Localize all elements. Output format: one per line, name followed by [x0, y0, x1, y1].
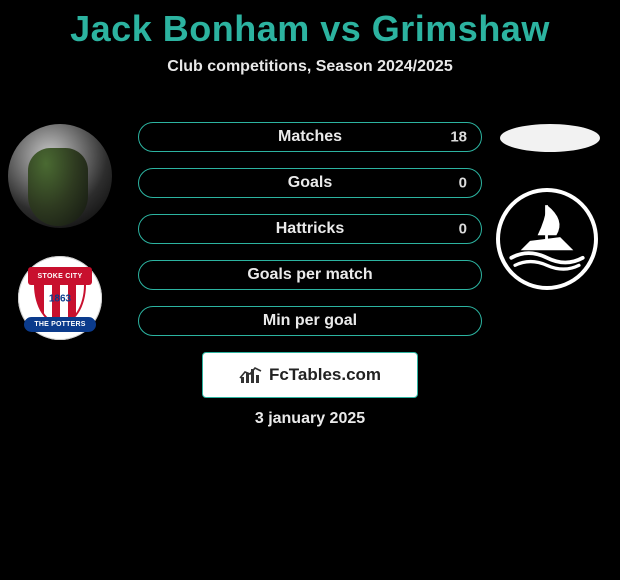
stat-label: Min per goal — [263, 312, 357, 330]
stat-label: Hattricks — [276, 220, 344, 238]
stat-value-right: 18 — [450, 129, 467, 146]
stat-row: Goals 0 — [138, 168, 482, 198]
stats-container: Matches 18 Goals 0 Hattricks 0 Goals per… — [138, 122, 482, 352]
stat-value-right: 0 — [459, 175, 467, 192]
badge-top-text: STOKE CITY — [28, 267, 92, 285]
left-club-badge: STOKE CITY 1863 THE POTTERS — [18, 256, 102, 340]
date-line: 3 january 2025 — [0, 410, 620, 428]
stat-row: Min per goal — [138, 306, 482, 336]
season-subtitle: Club competitions, Season 2024/2025 — [0, 58, 620, 76]
stat-row: Goals per match — [138, 260, 482, 290]
right-club-badge — [496, 188, 598, 290]
badge-bottom-text: THE POTTERS — [24, 317, 96, 332]
right-player-column — [496, 124, 608, 290]
stat-label: Matches — [278, 128, 342, 146]
stat-label: Goals — [288, 174, 332, 192]
brand-text: FcTables.com — [269, 365, 381, 385]
stat-value-right: 0 — [459, 221, 467, 238]
brand-chip: FcTables.com — [202, 352, 418, 398]
right-player-photo-placeholder — [500, 124, 600, 152]
page-title: Jack Bonham vs Grimshaw — [0, 0, 620, 50]
stat-row: Hattricks 0 — [138, 214, 482, 244]
stat-row: Matches 18 — [138, 122, 482, 152]
left-player-photo — [8, 124, 112, 228]
badge-year: 1863 — [49, 294, 71, 305]
left-player-column: STOKE CITY 1863 THE POTTERS — [8, 124, 120, 340]
ship-icon — [500, 192, 594, 286]
stat-label: Goals per match — [247, 266, 372, 284]
chart-icon — [239, 365, 263, 385]
